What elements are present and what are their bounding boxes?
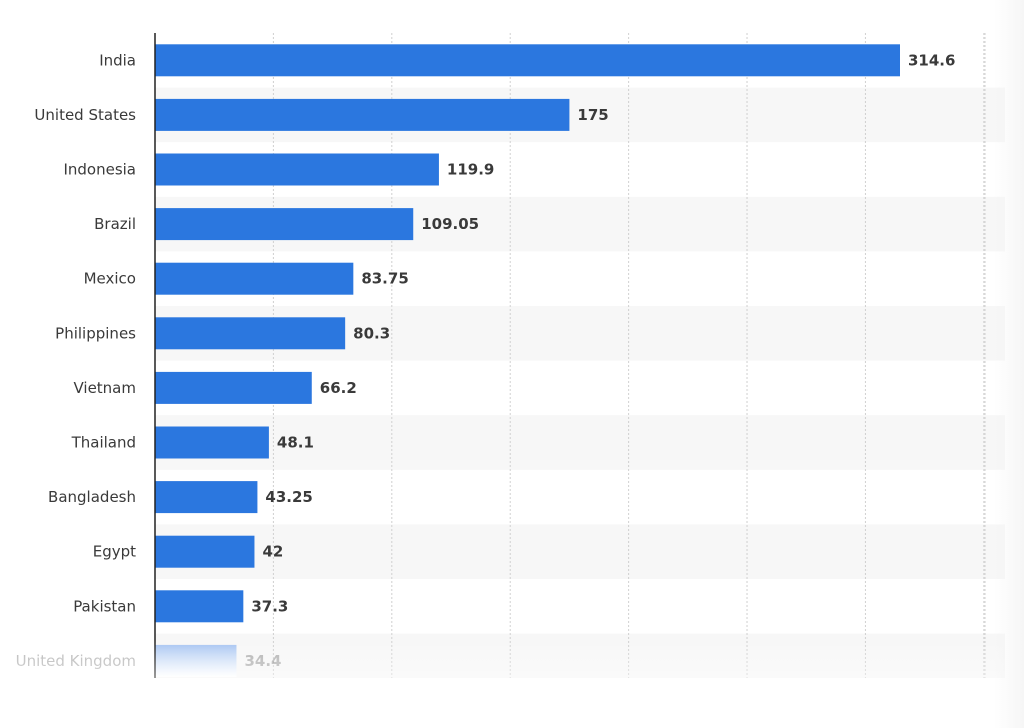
bar <box>155 98 570 131</box>
value-label: 119.9 <box>447 161 494 179</box>
category-label: Vietnam <box>73 379 136 397</box>
scroll-fade <box>994 0 1024 728</box>
category-label: Brazil <box>94 215 136 233</box>
value-label: 42 <box>262 543 283 561</box>
value-label: 314.6 <box>908 51 955 69</box>
category-label: Mexico <box>84 270 136 288</box>
bar <box>155 426 269 459</box>
category-label: United States <box>34 106 136 124</box>
bar <box>155 262 354 295</box>
category-label: Thailand <box>71 434 136 452</box>
category-label: Philippines <box>55 324 136 342</box>
value-label: 37.3 <box>251 597 288 615</box>
bar <box>155 590 244 623</box>
bar <box>155 317 346 350</box>
category-label: India <box>99 51 136 69</box>
bar <box>155 481 258 514</box>
value-label: 109.05 <box>421 215 479 233</box>
row-stripe <box>155 524 1005 579</box>
bar <box>155 153 439 186</box>
bottom-fade <box>0 640 1024 728</box>
category-label: Indonesia <box>63 161 136 179</box>
value-label: 66.2 <box>320 379 357 397</box>
bar <box>155 371 312 404</box>
value-label: 48.1 <box>277 434 314 452</box>
row-stripe <box>155 415 1005 470</box>
value-label: 83.75 <box>361 270 408 288</box>
bar <box>155 535 255 568</box>
value-label: 175 <box>577 106 608 124</box>
value-label: 43.25 <box>265 488 312 506</box>
category-label: Pakistan <box>73 597 136 615</box>
category-label: Egypt <box>93 543 136 561</box>
bar <box>155 44 900 77</box>
bar <box>155 208 414 241</box>
value-label: 80.3 <box>353 324 390 342</box>
category-label: Bangladesh <box>48 488 136 506</box>
